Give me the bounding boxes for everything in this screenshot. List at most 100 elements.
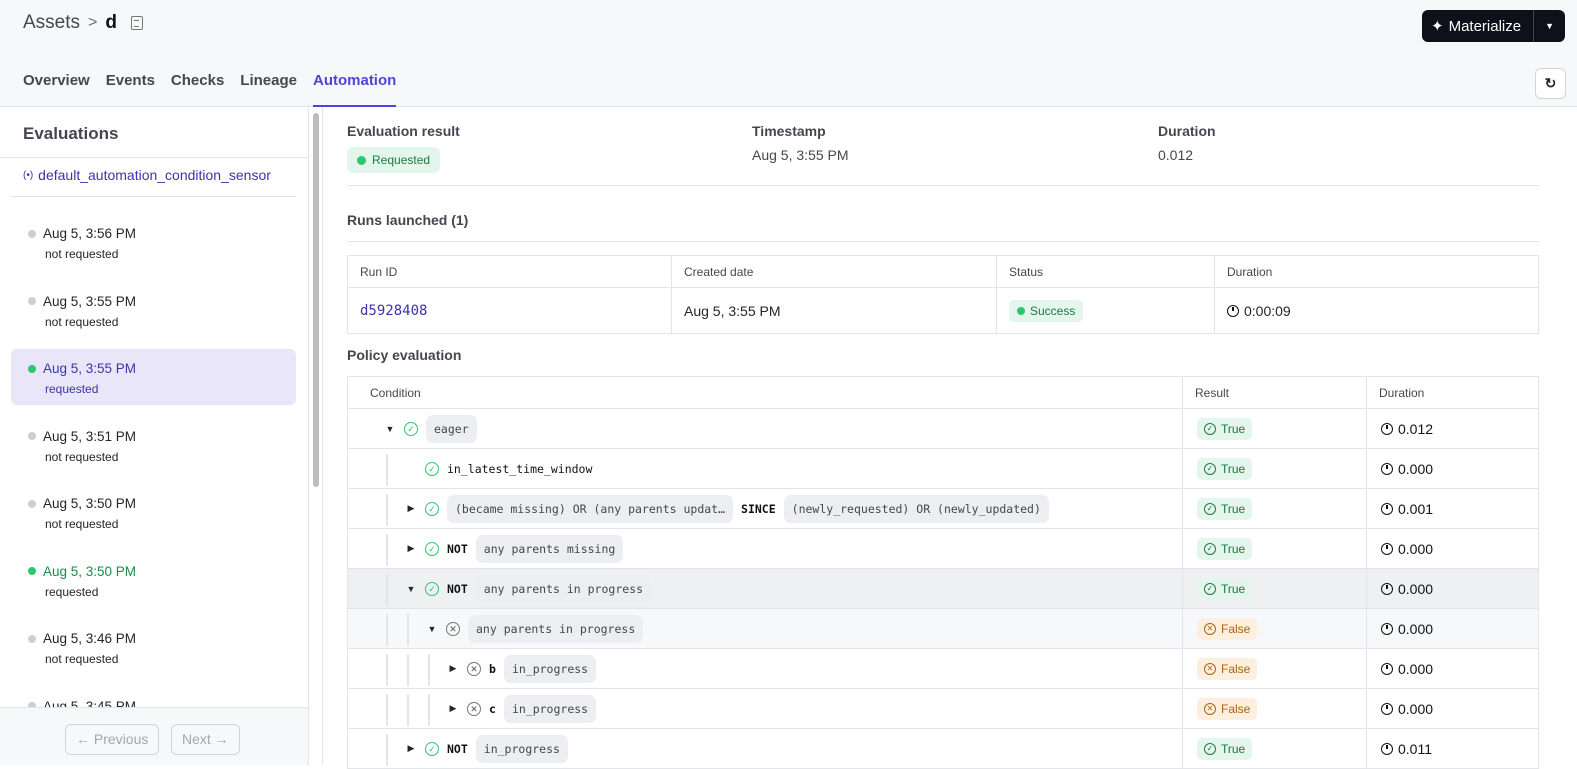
tree-guide (386, 693, 388, 726)
evaluation-item[interactable]: Aug 5, 3:50 PM not requested (11, 484, 296, 540)
condition-row: ▼ ✕ any parents in progress ✕ False 0.000 (347, 608, 1539, 649)
col-created: Created date (671, 255, 997, 288)
divider (11, 196, 296, 197)
tree-guide (407, 653, 409, 686)
duration-cell: 0.000 (1366, 608, 1539, 649)
evaluation-item[interactable]: Aug 5, 3:50 PM requested (11, 552, 296, 608)
condition-row: ▼ ✓ eager ✓ True 0.012 (347, 408, 1539, 449)
created-date: Aug 5, 3:55 PM (671, 287, 997, 334)
condition-prefix: NOT (447, 541, 468, 556)
expand-right-icon[interactable]: ▶ (407, 503, 415, 513)
evaluation-time: Aug 5, 3:55 PM (43, 293, 137, 309)
duration-cell: 0.000 (1366, 448, 1539, 489)
status-dot-icon (28, 432, 36, 440)
result-badge: ✓ True (1197, 577, 1253, 600)
divider (347, 185, 1539, 186)
condition-chip: in_progress (503, 654, 597, 683)
condition-duration: 0.011 (1398, 740, 1432, 757)
result-text: True (1221, 461, 1246, 476)
run-id-link[interactable]: d5928408 (347, 287, 672, 334)
expand-right-icon[interactable]: ▶ (407, 743, 415, 753)
check-circle-icon: ✓ (1204, 742, 1216, 755)
check-circle-icon: ✓ (425, 501, 439, 516)
refresh-icon: ↻ (1544, 75, 1557, 91)
result-badge: ✕ False (1197, 657, 1258, 680)
sidebar-title: Evaluations (23, 124, 119, 143)
condition-label: in_latest_time_window (447, 461, 593, 476)
divider (0, 157, 308, 158)
x-circle-icon: ✕ (467, 701, 481, 716)
expand-down-icon[interactable]: ▼ (427, 623, 437, 634)
result-badge: ✓ True (1197, 457, 1253, 480)
tab-checks[interactable]: Checks (170, 72, 225, 89)
condition-chip: eager (426, 414, 477, 443)
result-badge: ✓ True (1197, 417, 1253, 440)
condition-cell: ▶ ✓ NOT in_progress (347, 728, 1183, 769)
materialize-label: Materialize (1448, 17, 1522, 35)
evaluation-status: requested (45, 382, 99, 396)
refresh-button[interactable]: ↻ (1535, 68, 1566, 99)
check-circle-icon: ✓ (404, 421, 418, 436)
condition-cell: ▶ ✓ NOT any parents missing (347, 528, 1183, 569)
sidebar-scrollbar[interactable] (309, 107, 323, 765)
breadcrumb: Assets > d (23, 12, 143, 34)
breadcrumb-assets[interactable]: Assets (23, 12, 81, 33)
copy-icon[interactable] (130, 16, 143, 30)
expand-down-icon[interactable]: ▼ (406, 583, 416, 594)
evaluation-item[interactable]: Aug 5, 3:55 PM requested (11, 349, 296, 405)
tree-guide (428, 653, 430, 686)
previous-button[interactable]: ← Previous (65, 724, 160, 755)
condition-duration: 0.001 (1398, 500, 1434, 517)
status-dot-icon (28, 499, 36, 508)
condition-duration: 0.000 (1398, 700, 1434, 717)
sparkle-icon: ✦ (1431, 18, 1444, 35)
evaluation-time: Aug 5, 3:50 PM (43, 496, 137, 511)
evaluation-item[interactable]: Aug 5, 3:46 PM not requested (11, 619, 296, 675)
result-text: True (1221, 741, 1246, 756)
evaluation-status: not requested (45, 314, 119, 329)
tab-overview[interactable]: Overview (23, 72, 90, 89)
expand-right-icon[interactable]: ▶ (449, 663, 457, 673)
evaluation-item[interactable]: Aug 5, 3:55 PM not requested (11, 282, 296, 338)
evaluation-item[interactable]: Aug 5, 3:56 PM not requested (11, 214, 296, 270)
tab-events[interactable]: Events (105, 72, 155, 89)
check-circle-icon: ✓ (1204, 462, 1216, 475)
result-text: False (1221, 661, 1251, 676)
status-dot-icon (1017, 306, 1025, 315)
check-circle-icon: ✓ (1204, 542, 1216, 555)
duration-label: Duration (1158, 123, 1216, 139)
expand-right-icon[interactable]: ▶ (449, 703, 457, 713)
evaluation-item[interactable]: Aug 5, 3:51 PM not requested (11, 417, 296, 473)
tree-guide (428, 693, 430, 726)
result-cell: ✓ True (1182, 568, 1367, 609)
result-cell: ✓ True (1182, 488, 1367, 529)
next-button[interactable]: Next → (171, 724, 240, 755)
materialize-dropdown-button[interactable]: ▼ (1545, 21, 1555, 31)
expand-down-icon[interactable]: ▼ (385, 423, 395, 434)
status-text: Success (1030, 303, 1076, 318)
tab-bar: Overview Events Checks Lineage Automatio… (23, 72, 397, 107)
condition-cell: ▼ ✕ any parents in progress (347, 608, 1183, 649)
condition-duration: 0.000 (1398, 660, 1434, 677)
timer-icon (1381, 542, 1393, 555)
sensor-link[interactable]: (•) default_automation_condition_sensor (23, 167, 271, 183)
materialize-button[interactable]: ✦ Materialize (1422, 10, 1535, 42)
duration-cell: 0.001 (1366, 488, 1539, 529)
result-text: False (1221, 621, 1251, 636)
tab-automation[interactable]: Automation (312, 72, 397, 107)
col-run-id: Run ID (347, 255, 672, 288)
result-text: True (1221, 541, 1246, 556)
tab-lineage[interactable]: Lineage (240, 72, 297, 89)
scrollbar-thumb[interactable] (313, 113, 319, 487)
expand-right-icon[interactable]: ▶ (407, 543, 415, 553)
evaluation-status: not requested (45, 247, 119, 261)
result-badge: ✕ False (1197, 697, 1258, 720)
condition-chip: (became missing) OR (any parents updat… (447, 494, 734, 523)
runs-table: Run ID Created date Status Duration d592840… (347, 255, 1539, 334)
result-cell: ✕ False (1182, 688, 1367, 729)
evaluation-status: not requested (45, 652, 119, 666)
status-dot-icon (28, 634, 36, 643)
status-dot-icon (28, 702, 36, 710)
result-cell: ✕ False (1182, 608, 1367, 649)
check-circle-icon: ✓ (425, 461, 439, 476)
